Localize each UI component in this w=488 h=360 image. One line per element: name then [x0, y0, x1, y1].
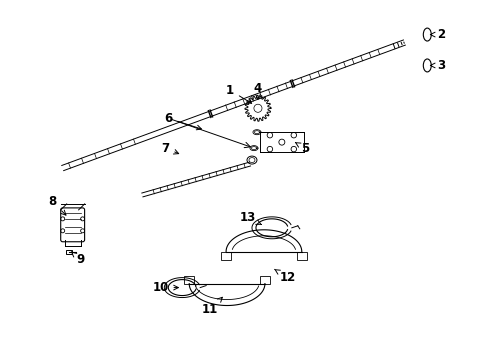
Text: 7: 7	[161, 141, 178, 155]
Text: 4: 4	[253, 82, 262, 99]
Text: 11: 11	[202, 297, 222, 316]
Bar	[260, 276, 269, 284]
Text: 5: 5	[295, 141, 308, 155]
Text: 1: 1	[225, 84, 251, 103]
Bar	[221, 252, 230, 260]
Text: 8: 8	[48, 195, 66, 215]
Text: 12: 12	[274, 269, 295, 284]
Bar	[65, 250, 72, 254]
Bar	[184, 276, 194, 284]
Bar	[296, 252, 306, 260]
Text: 3: 3	[429, 59, 445, 72]
Text: 13: 13	[240, 211, 261, 225]
Text: 10: 10	[152, 281, 178, 294]
Text: 2: 2	[429, 28, 445, 41]
Text: 6: 6	[164, 112, 201, 130]
Text: 9: 9	[71, 252, 84, 266]
